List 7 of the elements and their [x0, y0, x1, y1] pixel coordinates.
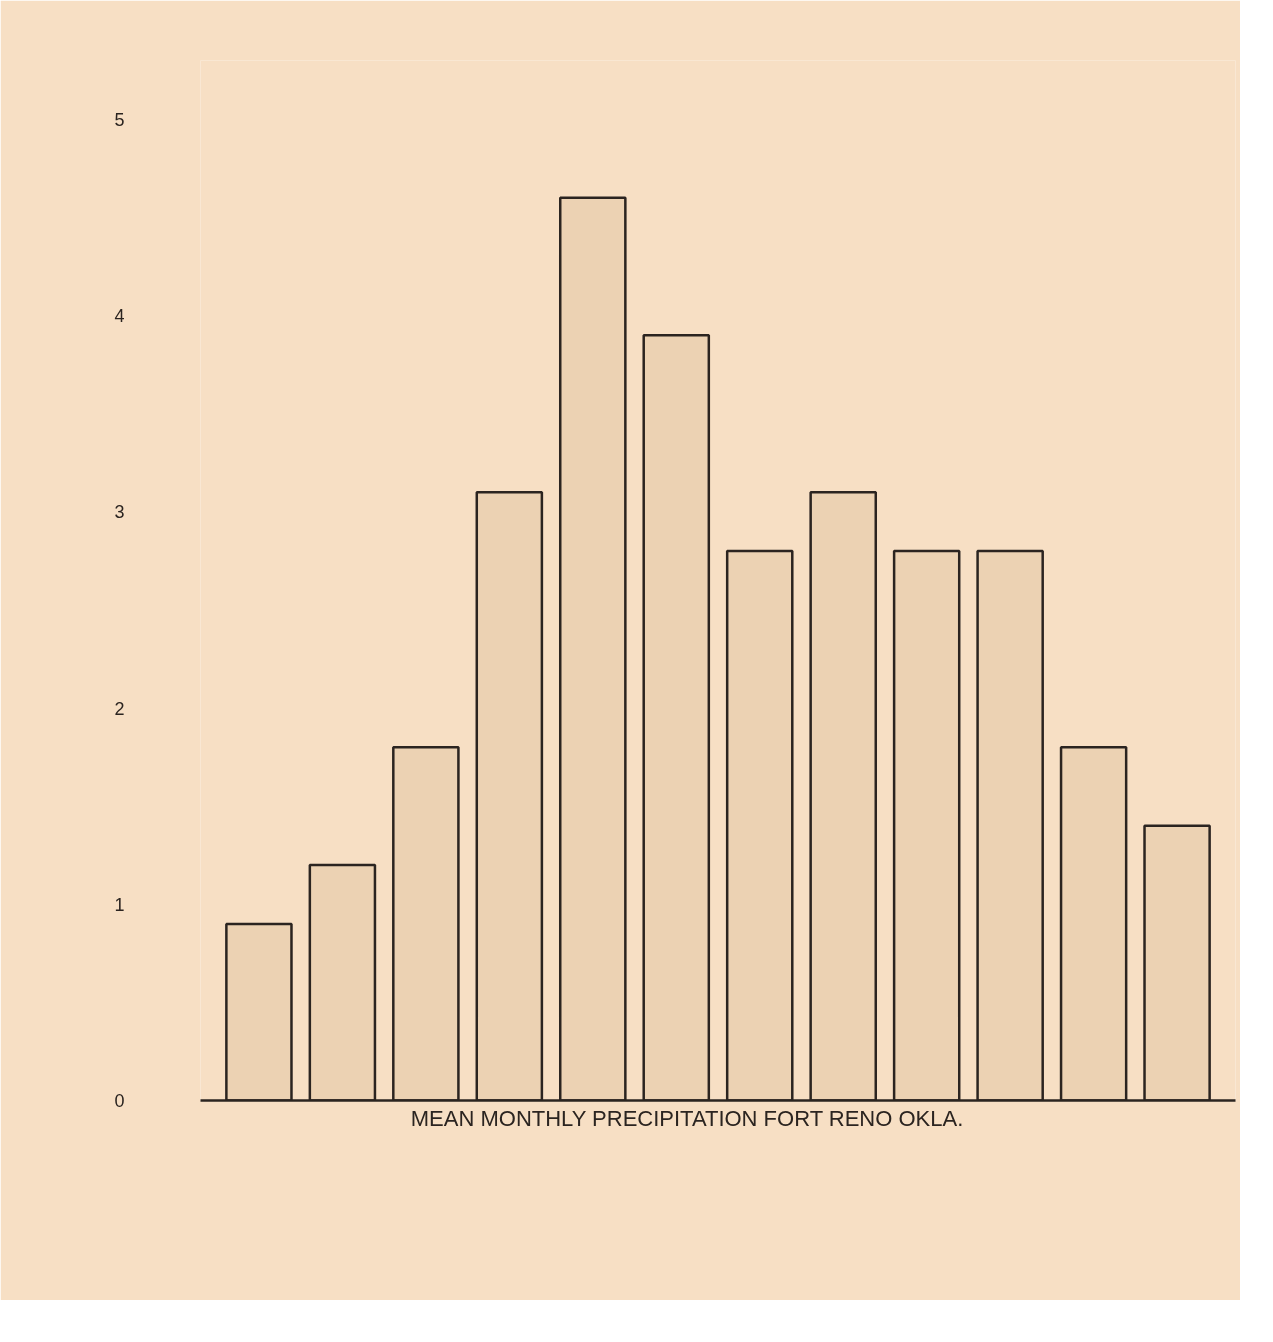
y-tick-label: 0 [114, 1091, 125, 1111]
y-tick-label: 3 [114, 502, 125, 523]
y-tick-label: 5 [114, 109, 125, 130]
y-tick-label: 2 [114, 698, 125, 719]
y-tick-label: 4 [114, 306, 125, 327]
x-axis-title: MEAN MONTHLY PRECIPITATION FORT RENO OKLA. [410, 1105, 964, 1131]
y-tick-label: 1 [114, 894, 125, 915]
